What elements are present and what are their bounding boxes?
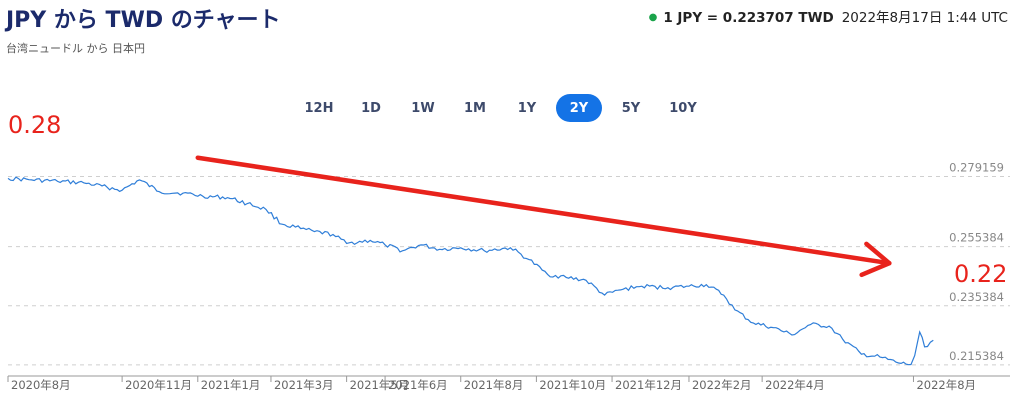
range-button-1d[interactable]: 1D <box>348 94 394 122</box>
x-tick-label: 2022年2月 <box>692 378 752 392</box>
page-title: JPY から TWD のチャート <box>6 8 281 33</box>
x-tick-label: 2022年8月 <box>916 378 976 392</box>
series-line <box>7 176 934 366</box>
range-button-12h[interactable]: 12H <box>296 94 342 122</box>
x-tick-label: 2021年1月 <box>201 378 261 392</box>
x-tick-label: 2021年10月 <box>539 378 606 392</box>
y-tick-label: 0.235384 <box>949 290 1004 304</box>
annotation-start-label: 0.28 <box>8 111 61 139</box>
x-tick-label: 2020年11月 <box>125 378 192 392</box>
x-tick-label: 2021年8月 <box>464 378 524 392</box>
x-tick-label: 2020年8月 <box>11 378 71 392</box>
y-tick-label: 0.215384 <box>949 349 1004 363</box>
range-button-2y[interactable]: 2Y <box>556 94 602 122</box>
y-tick-label: 0.255384 <box>949 231 1004 245</box>
y-tick-label: 0.279159 <box>949 160 1004 174</box>
live-status-dot-icon: ● <box>648 12 658 23</box>
range-button-5y[interactable]: 5Y <box>608 94 654 122</box>
x-tick-label: 2021年3月 <box>274 378 334 392</box>
range-selector: 12H 1D 1W 1M 1Y 2Y 5Y 10Y <box>296 94 706 122</box>
x-tick-label: 2021年6月 <box>388 378 448 392</box>
annotation-arrow-head-icon <box>859 241 892 278</box>
range-button-1m[interactable]: 1M <box>452 94 498 122</box>
annotation-end-label: 0.22 <box>954 260 1007 288</box>
x-tick-label: 2021年12月 <box>615 378 682 392</box>
live-rate: ● 1 JPY = 0.223707 TWD 2022年8月17日 1:44 UTC <box>649 6 1008 26</box>
range-button-1w[interactable]: 1W <box>400 94 446 122</box>
x-tick-label: 2021年5月 <box>350 378 410 392</box>
rate-pair: 1 JPY = 0.223707 TWD <box>663 10 834 26</box>
rate-timestamp: 2022年8月17日 1:44 UTC <box>841 10 1008 26</box>
range-button-10y[interactable]: 10Y <box>660 94 706 122</box>
annotation-arrow-shaft <box>195 155 892 266</box>
range-button-1y[interactable]: 1Y <box>504 94 550 122</box>
page-subtitle: 台湾ニュードル から 日本円 <box>6 42 145 55</box>
x-tick-label: 2022年4月 <box>765 378 825 392</box>
